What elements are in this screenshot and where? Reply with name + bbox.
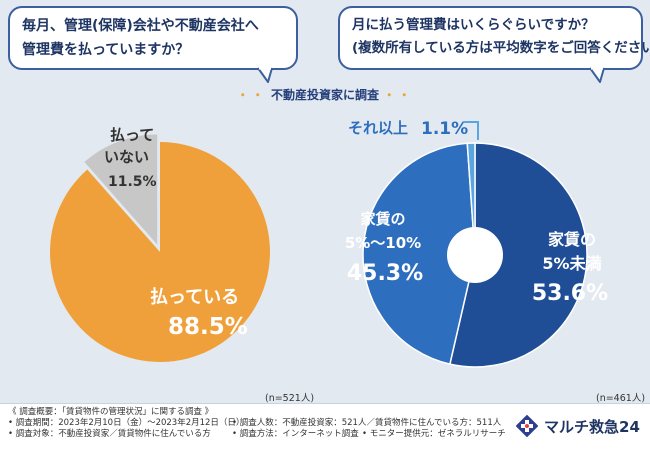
label-over-10pct: それ以上 (348, 119, 408, 137)
question-1-line1: 毎月、管理(保障)会社や不動産会社へ (22, 18, 259, 34)
pie-slice-under-5pct (448, 142, 588, 368)
question-bubble-1: 毎月、管理(保障)会社や不動産会社へ 管理費を払っていますか？ (8, 6, 298, 70)
decorative-dots-right: ・・ (383, 88, 414, 102)
brand-mark-icon (516, 415, 538, 437)
pie-slice-5-to-10pct (362, 142, 476, 366)
value-not-paying: 11.5% (108, 174, 157, 190)
footer-period: • 調査期間：2023年2月10日（金）〜2023年2月12日（日） (8, 418, 245, 428)
value-under-5pct: 53.6% (532, 281, 608, 306)
survey-target-text: 不動産投資家に調査 (270, 88, 379, 102)
question-2-line2: (複数所有している方は平均数字をご回答ください) (352, 40, 650, 56)
label-under-5pct-line2: 5%未満 (542, 254, 601, 273)
footer-count: • 調査人数：不動産投資家：521人／賃貸物件に住んでいる方：511人 (232, 418, 502, 428)
donut-hole (447, 227, 503, 283)
value-paying: 88.5% (168, 314, 248, 340)
question-1-line2: 管理費を払っていますか？ (22, 42, 190, 58)
leader-line-over-10pct (464, 121, 479, 140)
pie-slice-over-10pct (466, 142, 476, 256)
chart-1-sample-size: (n=521人) (265, 393, 315, 404)
label-5-to-10pct-line1: 家賃の (360, 210, 405, 228)
pie-slice-not-paying (84, 134, 158, 245)
footer-target: • 調査対象：不動産投資家／賃貸物件に住んでいる方 (8, 429, 211, 439)
label-not-paying-line1: 払って (110, 126, 154, 144)
footer-provider: • モニター提供元：ゼネラルリサーチ (362, 429, 506, 439)
label-paying: 払っている (150, 286, 239, 308)
label-5-to-10pct-line2: 5%〜10% (345, 234, 421, 252)
pie-slice-paying (49, 142, 271, 362)
label-not-paying-line2: いない (104, 148, 149, 166)
footer-overview: 《 調査概要：「賃貸物件の管理状況」に関する調査 》 (8, 407, 214, 417)
survey-target-note: ・・ 不動産投資家に調査 ・・ (0, 86, 650, 103)
footer-method: • 調査方法：インターネット調査 (232, 429, 359, 439)
value-5-to-10pct: 45.3% (347, 261, 423, 286)
footer (0, 403, 650, 450)
value-over-10pct: 1.1% (421, 119, 468, 139)
label-under-5pct-line1: 家賃の (548, 230, 596, 249)
chart-2-sample-size: (n=461人) (596, 393, 646, 404)
decorative-dots-left: ・・ (236, 88, 267, 102)
brand-name: マルチ救急24 (544, 417, 640, 436)
question-bubble-2: 月に払う管理費はいくらぐらいですか？ (複数所有している方は平均数字をご回答くだ… (338, 6, 650, 70)
brand-logo: マルチ救急24 (516, 415, 640, 437)
question-2-line1: 月に払う管理費はいくらぐらいですか？ (352, 17, 595, 33)
